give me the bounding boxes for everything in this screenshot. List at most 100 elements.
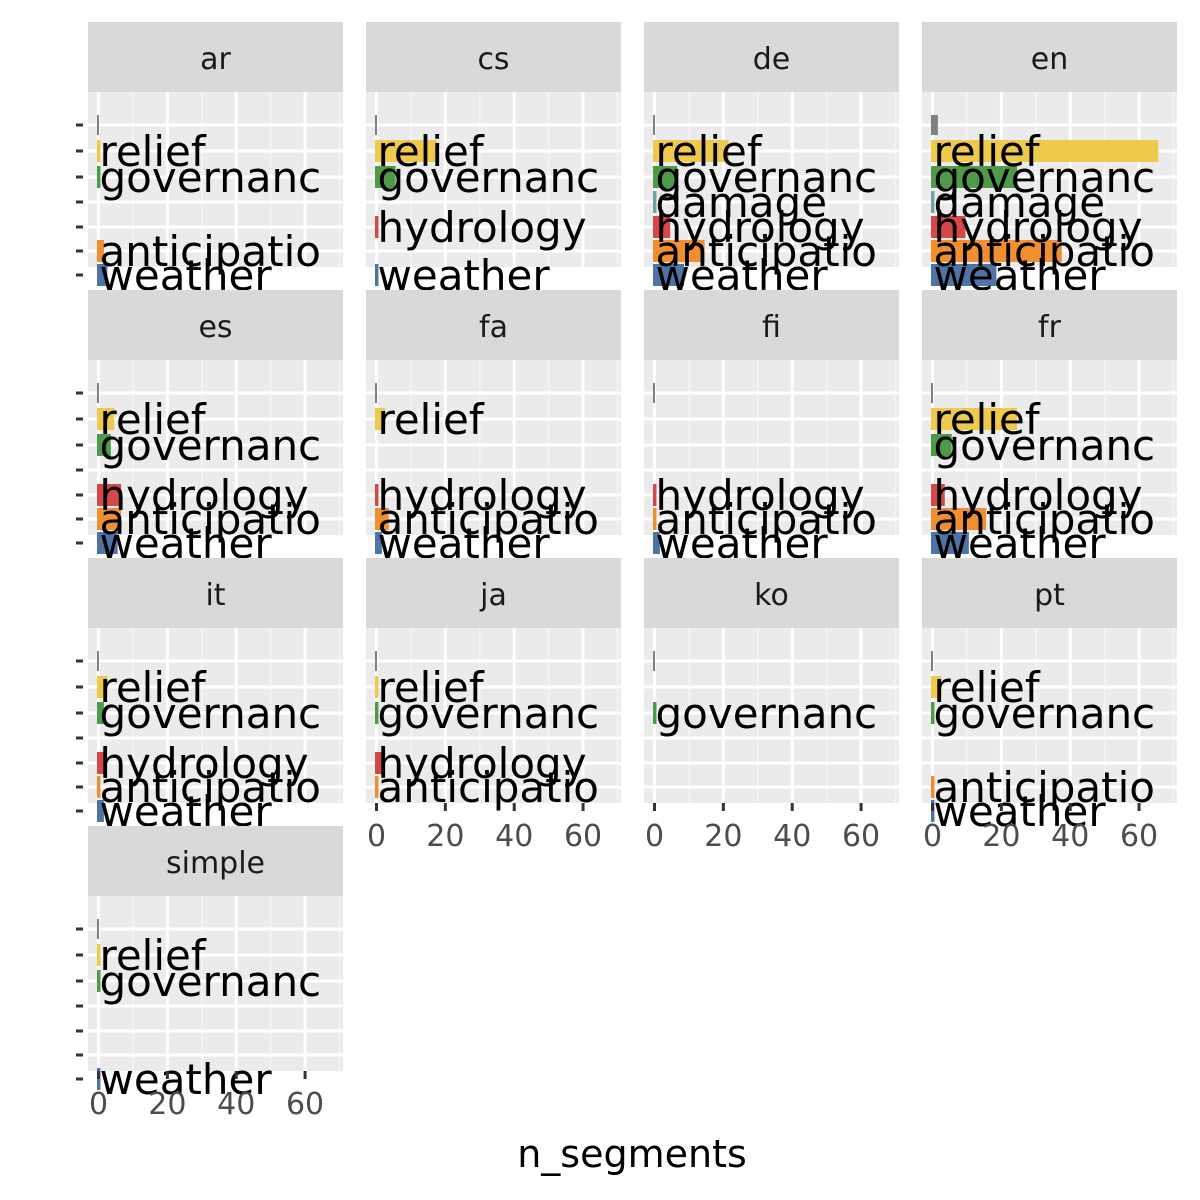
strip-background [922,22,1177,92]
strip-label: de [753,42,791,77]
bar-label-governance: governanc [934,421,1156,470]
bar-hydrology [375,484,379,506]
x-tick-label: 20 [704,819,742,854]
bar-label-relief: relief [378,127,485,176]
x-tick-label: 20 [426,819,464,854]
bar-relief [97,676,108,698]
bar-label-hydrology: hydrology [100,739,309,788]
strip-background [366,290,621,360]
panel-background [88,92,343,267]
x-tick-label: 40 [217,1087,255,1122]
bar-label-anticipation: anticipatio [934,227,1155,276]
panel-it: itreliefgovernanchydrologyanticipatiowea… [76,558,343,836]
panel-background [644,628,899,803]
strip-label: it [205,578,225,613]
bar-anticipation [97,240,104,262]
panel-ko: ko governanc 0 20 40 60 [644,558,899,854]
bar-label-weather: weather [934,787,1107,836]
panel-background [366,628,621,803]
bar-hydrology [97,752,104,774]
bar-weather [375,532,382,554]
bar-label-relief: relief [656,127,763,176]
strip-label: pt [1034,578,1065,613]
bar-unknown [97,919,99,939]
bar-relief [653,140,729,162]
panel-background [644,92,899,267]
bar-label-anticipation: anticipatio [934,763,1155,812]
bar-label-relief: relief [100,127,207,176]
strip-label: en [1031,42,1068,77]
bar-unknown [653,115,655,135]
bar-weather [97,800,104,822]
bar-label-hydrology: hydrology [656,203,865,252]
bar-relief [931,140,1159,162]
panel-background [366,360,621,535]
bar-governance [97,166,101,188]
panel-background [88,628,343,803]
bar-label-damage: damage [656,178,828,227]
x-tick-label: 0 [89,1087,108,1122]
bar-weather [653,532,660,554]
bar-governance [931,166,1018,188]
bar-governance [931,702,935,724]
bar-weather [931,264,997,286]
bar-label-anticipation: anticipatio [378,763,599,812]
bar-unknown [653,383,655,403]
panel-fr: frreliefgovernanchydrologyanticipatiowea… [922,290,1177,568]
bar-label-damage: damage [934,178,1106,227]
bar-governance [97,970,101,992]
strip-background [922,290,1177,360]
bar-weather [97,532,118,554]
strip-background [922,558,1177,628]
x-tick-label: 0 [367,819,386,854]
bar-hydrology [97,484,122,506]
bar-anticipation [375,508,389,530]
bar-unknown [97,115,99,135]
bar-anticipation [931,508,987,530]
bar-hydrology [931,216,966,238]
bar-unknown [97,651,99,671]
bar-damage [653,191,657,213]
bar-governance [653,702,657,724]
bar-relief [931,408,1018,430]
bar-label-relief: relief [100,931,207,980]
strip-label: ko [754,578,789,613]
bar-governance [931,434,952,456]
bar-governance [375,702,379,724]
bar-label-relief: relief [934,663,1041,712]
bar-damage [931,191,935,213]
bar-hydrology [653,484,657,506]
bar-governance [97,434,111,456]
panel-background [922,628,1177,803]
x-tick-label: 20 [148,1087,186,1122]
bar-relief [97,140,101,162]
bar-label-hydrology: hydrology [656,471,865,520]
bar-anticipation [375,776,379,798]
bar-label-anticipation: anticipatio [656,495,877,544]
bar-anticipation [97,776,101,798]
bar-label-governance: governanc [656,153,878,202]
panel-background [88,896,343,1071]
bar-relief [97,408,115,430]
bar-hydrology [653,216,671,238]
bar-anticipation [97,508,122,530]
bar-label-relief: relief [934,127,1041,176]
bar-unknown [375,115,377,135]
panel-background [88,360,343,535]
x-tick-label: 0 [645,819,664,854]
x-tick-label: 40 [495,819,533,854]
strip-background [88,826,343,896]
x-tick-label: 60 [564,819,602,854]
bar-label-hydrology: hydrology [378,203,587,252]
bar-label-anticipation: anticipatio [100,495,321,544]
bar-label-governance: governanc [656,689,878,738]
bar-unknown [97,383,99,403]
bar-weather [97,264,108,286]
bar-label-anticipation: anticipatio [378,495,599,544]
x-tick-label: 60 [1120,819,1158,854]
